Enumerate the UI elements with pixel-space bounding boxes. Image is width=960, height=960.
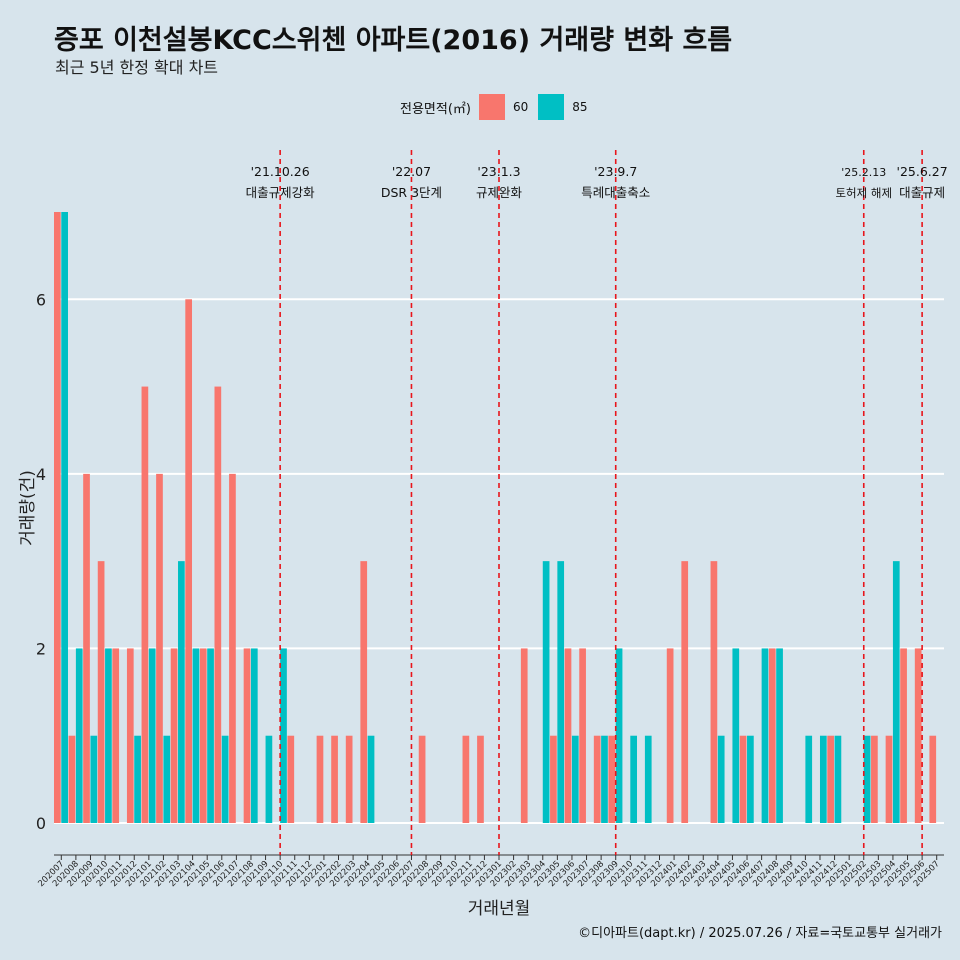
- legend: 전용면적(㎡) 60 85: [400, 93, 598, 121]
- event-date: '25.2.13: [841, 166, 886, 179]
- bar-60-202107: [229, 473, 236, 823]
- bar-85-202406: [747, 735, 754, 823]
- bar-85-202204: [367, 735, 375, 823]
- bar-60-202408: [768, 648, 776, 823]
- y-tick-label: 0: [36, 814, 46, 833]
- bar-60-202402: [681, 561, 689, 823]
- bar-85-202110: [280, 648, 287, 823]
- bar-60-202507: [929, 735, 937, 823]
- bar-60-202506: [914, 648, 922, 823]
- bar-60-202012: [126, 648, 134, 823]
- chart-subtitle: 최근 5년 한정 확대 차트: [55, 58, 219, 77]
- bar-85-202306: [571, 735, 579, 823]
- bar-85-202304: [542, 561, 550, 823]
- source-caption: ©디아파트(dapt.kr) / 2025.07.26 / 자료=국토교통부 실…: [578, 926, 942, 941]
- bar-85-202101: [148, 648, 156, 823]
- y-axis-title: 거래량(건): [18, 470, 38, 546]
- legend-title: 전용면적(㎡): [400, 101, 471, 117]
- bar-85-202103: [178, 561, 185, 823]
- event-date: '22.07: [392, 164, 431, 179]
- bar-60-202503: [871, 735, 878, 823]
- bar-85-202108: [250, 648, 258, 823]
- bar-60-202202: [331, 735, 338, 823]
- bar-85-202311: [644, 735, 652, 823]
- bar-60-202505: [900, 648, 907, 823]
- bar-85-202008: [75, 648, 83, 823]
- bar-85-202109: [265, 735, 273, 823]
- bar-60-202102: [156, 473, 163, 823]
- bar-60-202308: [593, 735, 601, 823]
- bar-60-202412: [827, 735, 834, 823]
- event-label: 토허제 해제: [835, 186, 892, 200]
- bar-60-202011: [112, 648, 120, 823]
- x-axis-title: 거래년월: [468, 899, 531, 919]
- bar-60-202010: [97, 561, 105, 823]
- bar-85-202410: [805, 735, 813, 823]
- bar-60-202106: [214, 386, 222, 823]
- bar-60-202309: [608, 735, 616, 823]
- bar-60-202008: [68, 735, 76, 823]
- bar-85-202411: [819, 735, 827, 823]
- event-date: '23.9.7: [594, 164, 637, 179]
- bar-60-202105: [199, 648, 207, 823]
- chart-title: 증포 이천설봉KCC스위첸 아파트(2016) 거래량 변화 흐름: [54, 25, 733, 56]
- event-date: '25.6.27: [897, 164, 948, 179]
- bar-60-202111: [287, 735, 295, 823]
- bar-60-202305: [550, 735, 557, 823]
- y-tick-label: 4: [36, 465, 46, 484]
- bar-85-202504: [892, 561, 900, 823]
- bar-60-202208: [418, 735, 426, 823]
- event-label: 특례대출축소: [581, 185, 650, 200]
- y-tick-label: 6: [36, 290, 46, 309]
- bar-85-202102: [163, 735, 171, 823]
- bar-60-202307: [579, 648, 586, 823]
- bar-85-202305: [557, 561, 565, 823]
- bar-60-202108: [243, 648, 251, 823]
- bar-85-202104: [192, 648, 200, 823]
- event-label: 규제완화: [476, 185, 523, 200]
- bar-85-202010: [105, 648, 112, 823]
- bar-85-202007: [61, 212, 68, 823]
- y-tick-label: 2: [36, 639, 46, 658]
- bar-85-202310: [630, 735, 638, 823]
- bar-60-202104: [185, 299, 193, 823]
- bar-60-202101: [141, 386, 149, 823]
- bar-60-202504: [885, 735, 893, 823]
- bar-60-202406: [739, 735, 747, 823]
- bar-85-202012: [134, 735, 141, 823]
- legend-label-60: 60: [512, 100, 529, 114]
- bar-60-202009: [83, 473, 90, 823]
- bar-85-202309: [615, 648, 623, 823]
- bar-60-202303: [520, 648, 528, 823]
- bar-85-202412: [834, 735, 842, 823]
- legend-swatch-85: [538, 94, 565, 120]
- bar-60-202203: [345, 735, 353, 823]
- legend-label-85: 85: [572, 100, 588, 114]
- bar-85-202405: [732, 648, 740, 823]
- bar-60-202306: [564, 648, 572, 823]
- bar-60-202404: [710, 561, 718, 823]
- bar-85-202105: [207, 648, 214, 823]
- bar-60-202211: [462, 735, 470, 823]
- bar-60-202401: [666, 648, 674, 823]
- bar-60-202212: [477, 735, 484, 823]
- event-label: 대출규제: [899, 185, 945, 200]
- bar-60-202201: [316, 735, 324, 823]
- bar-85-202106: [221, 735, 229, 823]
- bar-85-202404: [717, 735, 725, 823]
- bar-85-202502: [863, 735, 871, 823]
- bar-85-202009: [90, 735, 98, 823]
- event-label: 대출규제강화: [246, 185, 316, 200]
- bar-60-202204: [360, 561, 368, 823]
- bar-60-202007: [54, 212, 61, 823]
- bar-85-202408: [776, 648, 783, 823]
- event-date: '23.1.3: [477, 164, 520, 179]
- bar-85-202308: [601, 735, 608, 823]
- event-label: DSR 3단계: [381, 185, 442, 200]
- legend-swatch-60: [478, 94, 505, 120]
- event-date: '21.10.26: [251, 164, 310, 179]
- bar-85-202407: [761, 648, 769, 823]
- bar-60-202103: [170, 648, 178, 823]
